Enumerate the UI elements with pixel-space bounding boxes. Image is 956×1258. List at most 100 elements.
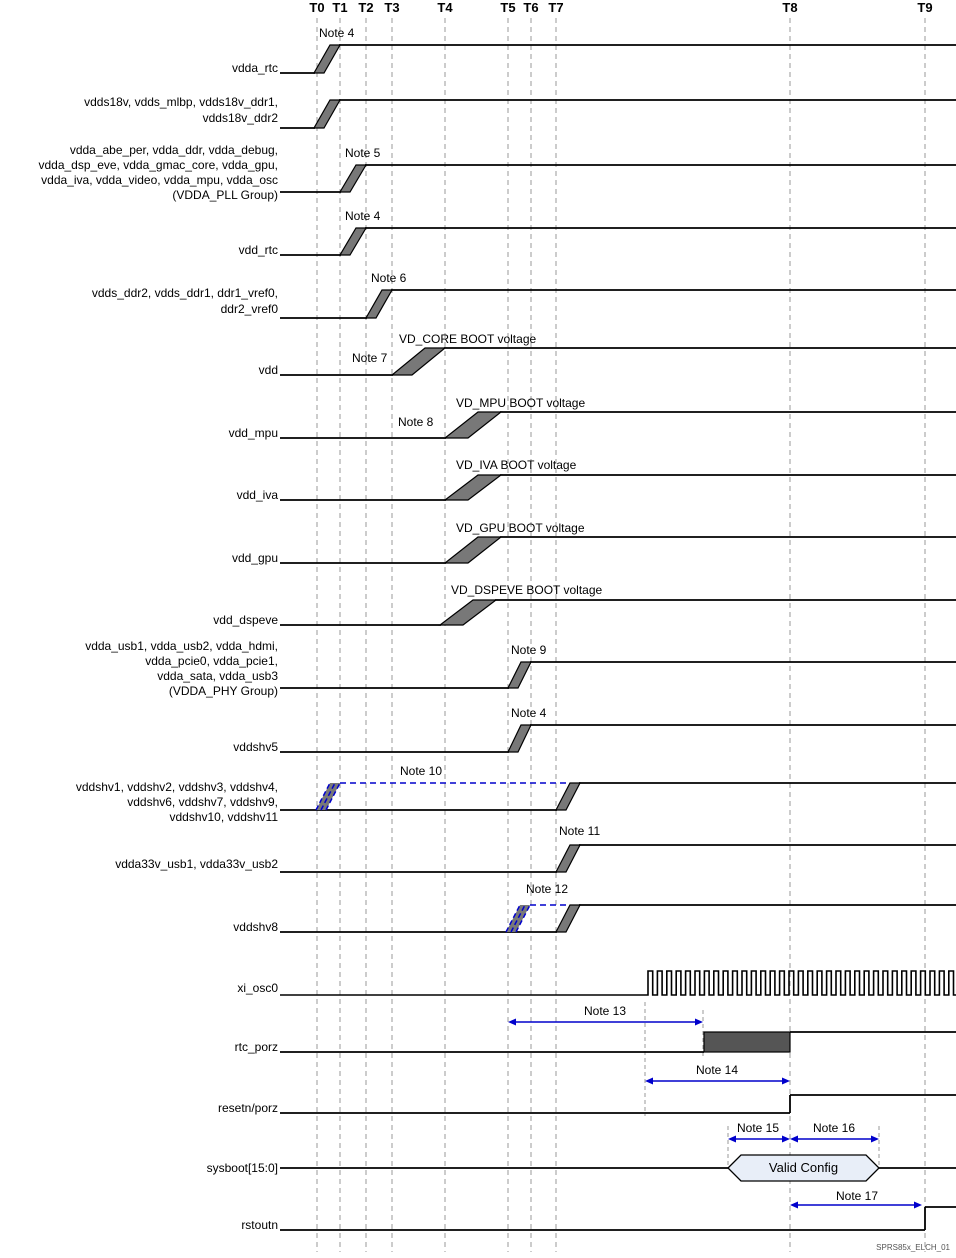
signal-label-vdd_iva: vdd_iva (237, 488, 279, 502)
signal-label-vdd_rtc: vdd_rtc (239, 243, 278, 257)
ramp-vdd_gpu (443, 536, 503, 564)
note-label: Note 6 (371, 271, 407, 285)
time-label-t9: T9 (917, 0, 932, 15)
alt-ramp-edge (515, 904, 531, 933)
note-label: Note 13 (584, 1004, 626, 1018)
signal-label-vdd_mpu: vdd_mpu (229, 426, 278, 440)
note-label: Note 8 (398, 415, 434, 429)
signal-label-vdda-phy-group: vdda_usb1, vdda_usb2, vdda_hdmi, (85, 639, 278, 653)
signal-label-vdda33v-usb: vdda33v_usb1, vdda33v_usb2 (115, 857, 278, 871)
ramp-vdda33v-usb (555, 844, 581, 873)
ramp-vddshv8 (555, 904, 581, 933)
time-label-t2: T2 (358, 0, 373, 15)
ramp-vddshv-group (555, 782, 581, 811)
signal-label-vdd_gpu: vdd_gpu (232, 551, 278, 565)
ramp-vdda_rtc (312, 44, 342, 74)
signal-label-resetn-porz: resetn/porz (218, 1101, 278, 1115)
note-label: Note 12 (526, 882, 568, 896)
note-label: Note 15 (737, 1121, 779, 1135)
ramp-vdd (390, 347, 447, 376)
note-label: Note 7 (352, 351, 388, 365)
signal-label-vdds18v-group: vdds18v, vdds_mlbp, vdds18v_ddr1, (84, 95, 278, 109)
ramp-vddshv5 (507, 724, 532, 753)
note-label: Note 10 (400, 764, 442, 778)
arrow-head-right-note13-span (695, 1018, 703, 1026)
alt-ramp-vddshv-group (316, 783, 340, 810)
arrow-head-left-note15-span (728, 1135, 736, 1143)
arrow-head-right-note17-span (914, 1201, 922, 1209)
figure-id: SPRS85x_ELCH_01 (876, 1243, 950, 1252)
ramp-vdds-ddr-group (364, 289, 394, 319)
alt-ramp-edge (510, 904, 526, 933)
note-label: Note 4 (345, 209, 381, 223)
time-label-t6: T6 (523, 0, 538, 15)
signal-label-vdda-pll-group: vdda_abe_per, vdda_ddr, vdda_debug, (70, 143, 278, 157)
ramp-vdda-pll-group (338, 164, 368, 193)
alt-ramp-edge (505, 904, 521, 933)
signal-label-vdd: vdd (259, 363, 278, 377)
arrow-head-left-note13-span (508, 1018, 516, 1026)
arrow-head-right-note16-span (871, 1135, 879, 1143)
annotation-label: VD_GPU BOOT voltage (456, 521, 585, 535)
signal-label-vdda-pll-group: vdda_dsp_eve, vdda_gmac_core, vdda_gpu, (38, 158, 278, 172)
annotation-label: VD_CORE BOOT voltage (399, 332, 536, 346)
annotation-label: VD_MPU BOOT voltage (456, 396, 585, 410)
time-label-t4: T4 (437, 0, 453, 15)
arrow-head-left-note17-span (790, 1201, 798, 1209)
ramp-vdda-phy-group (507, 661, 532, 689)
note-label: Note 4 (511, 706, 547, 720)
ramp-vdd_iva (443, 474, 503, 501)
signal-label-vddshv8: vddshv8 (233, 920, 278, 934)
annotation-label: VD_IVA BOOT voltage (456, 458, 577, 472)
signal-label-sysboot: sysboot[15:0] (207, 1161, 278, 1175)
time-label-t7: T7 (548, 0, 563, 15)
annotation-label: VD_DSPEVE BOOT voltage (451, 583, 603, 597)
time-label-t1: T1 (332, 0, 347, 15)
arrow-head-left-note14-span (645, 1077, 653, 1085)
note-label: Note 5 (345, 146, 381, 160)
signal-label-vddshv-group: vddshv1, vddshv2, vddshv3, vddshv4, (76, 780, 278, 794)
time-label-t3: T3 (384, 0, 399, 15)
signal-label-vdda-phy-group: vdda_pcie0, vdda_pcie1, (145, 654, 278, 668)
signal-label-vdda-phy-group: (VDDA_PHY Group) (169, 684, 278, 698)
signal-label-rtc_porz: rtc_porz (235, 1040, 278, 1054)
bus-valid-label: Valid Config (769, 1160, 838, 1175)
alt-ramp-edge (315, 782, 331, 811)
arrow-head-right-note14-span (782, 1077, 790, 1085)
signal-label-vdds-ddr-group: vdds_ddr2, vdds_ddr1, ddr1_vref0, (92, 286, 278, 300)
time-label-t0: T0 (309, 0, 324, 15)
signal-label-xi_osc0: xi_osc0 (237, 981, 278, 995)
signal-label-vddshv-group: vddshv6, vddshv7, vddshv9, (127, 795, 278, 809)
pulse-region-rtc_porz (703, 1031, 791, 1053)
signal-label-vdda-pll-group: (VDDA_PLL Group) (172, 188, 278, 202)
ramp-vdd_mpu (443, 411, 503, 439)
alt-ramp-edge (320, 782, 336, 811)
note-label: Note 11 (559, 824, 600, 838)
signal-label-vdd_dspeve: vdd_dspeve (213, 613, 278, 627)
signal-label-vdda-phy-group: vdda_sata, vdda_usb3 (157, 669, 278, 683)
arrow-head-left-note16-span (790, 1135, 798, 1143)
signal-label-vdda-pll-group: vdda_iva, vdda_video, vdda_mpu, vdda_osc (41, 173, 278, 187)
note-label: Note 14 (696, 1063, 738, 1077)
signal-label-vddshv5: vddshv5 (233, 740, 278, 754)
alt-ramp-vddshv8 (506, 905, 530, 932)
signal-label-vdds18v-group: vdds18v_ddr2 (203, 111, 279, 125)
signal-label-vdda_rtc: vdda_rtc (232, 61, 278, 75)
alt-ramp-edge (325, 782, 341, 811)
signal-label-vddshv-group: vddshv10, vddshv11 (169, 810, 278, 824)
signal-label-rstoutn: rstoutn (241, 1218, 278, 1232)
ramp-vdds18v-group (312, 99, 342, 129)
arrow-head-right-note15-span (782, 1135, 790, 1143)
note-label: Note 17 (836, 1189, 878, 1203)
time-label-t5: T5 (500, 0, 515, 15)
time-label-t8: T8 (782, 0, 797, 15)
note-label: Note 9 (511, 643, 547, 657)
clock-wave-xi_osc0 (280, 970, 956, 996)
signal-label-vdds-ddr-group: ddr2_vref0 (221, 302, 279, 316)
ramp-vdd_dspeve (438, 599, 498, 626)
ramp-vdd_rtc (338, 227, 368, 256)
note-label: Note 4 (319, 26, 355, 40)
note-label: Note 16 (813, 1121, 855, 1135)
